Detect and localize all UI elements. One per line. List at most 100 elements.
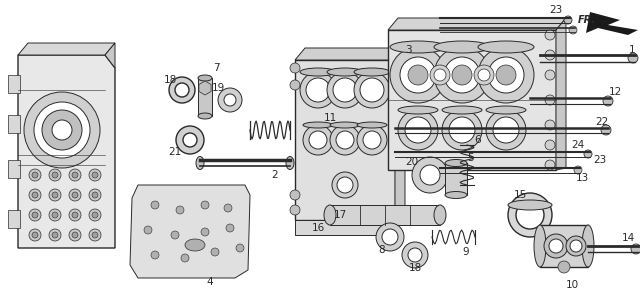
Circle shape bbox=[516, 201, 544, 229]
Circle shape bbox=[545, 30, 555, 40]
Circle shape bbox=[52, 212, 58, 218]
Text: 23: 23 bbox=[549, 5, 563, 15]
Circle shape bbox=[442, 110, 482, 150]
Circle shape bbox=[171, 231, 179, 239]
Circle shape bbox=[603, 96, 613, 106]
Text: 9: 9 bbox=[463, 247, 469, 257]
Circle shape bbox=[169, 77, 195, 103]
Circle shape bbox=[290, 80, 300, 90]
Circle shape bbox=[496, 65, 516, 85]
Circle shape bbox=[183, 133, 197, 147]
Text: 5: 5 bbox=[467, 153, 474, 163]
Circle shape bbox=[444, 57, 480, 93]
Text: 4: 4 bbox=[207, 277, 213, 287]
Circle shape bbox=[434, 47, 490, 103]
Circle shape bbox=[400, 57, 436, 93]
Bar bbox=[198, 78, 212, 116]
Circle shape bbox=[29, 209, 41, 221]
Circle shape bbox=[333, 78, 357, 102]
Circle shape bbox=[49, 169, 61, 181]
Circle shape bbox=[449, 117, 475, 143]
Circle shape bbox=[69, 229, 81, 241]
Circle shape bbox=[330, 125, 360, 155]
Circle shape bbox=[488, 57, 524, 93]
Ellipse shape bbox=[286, 157, 294, 170]
Circle shape bbox=[493, 117, 519, 143]
Bar bbox=[295, 220, 395, 235]
Circle shape bbox=[176, 126, 204, 154]
Circle shape bbox=[376, 223, 404, 251]
Polygon shape bbox=[105, 43, 115, 68]
Circle shape bbox=[474, 65, 494, 85]
Circle shape bbox=[360, 78, 384, 102]
Circle shape bbox=[408, 65, 428, 85]
Circle shape bbox=[303, 125, 333, 155]
Circle shape bbox=[309, 131, 327, 149]
Circle shape bbox=[398, 110, 438, 150]
Circle shape bbox=[218, 88, 242, 112]
Circle shape bbox=[452, 65, 472, 85]
Text: 20: 20 bbox=[405, 157, 419, 167]
Circle shape bbox=[69, 209, 81, 221]
Circle shape bbox=[49, 209, 61, 221]
Circle shape bbox=[92, 192, 98, 198]
Circle shape bbox=[52, 120, 72, 140]
Ellipse shape bbox=[486, 106, 526, 114]
Circle shape bbox=[545, 70, 555, 80]
Bar bbox=[330, 205, 440, 225]
Circle shape bbox=[92, 232, 98, 238]
Circle shape bbox=[570, 240, 582, 252]
Circle shape bbox=[290, 205, 300, 215]
Ellipse shape bbox=[327, 68, 363, 76]
Circle shape bbox=[545, 95, 555, 105]
Circle shape bbox=[412, 157, 448, 193]
Circle shape bbox=[24, 92, 100, 168]
Bar bbox=[540, 225, 588, 267]
Circle shape bbox=[508, 193, 552, 237]
Circle shape bbox=[32, 192, 38, 198]
Circle shape bbox=[363, 131, 381, 149]
Ellipse shape bbox=[478, 41, 534, 53]
Circle shape bbox=[32, 232, 38, 238]
Bar bbox=[8, 210, 20, 228]
Circle shape bbox=[175, 83, 189, 97]
Ellipse shape bbox=[508, 200, 552, 210]
Ellipse shape bbox=[198, 113, 212, 119]
Circle shape bbox=[574, 166, 582, 174]
Ellipse shape bbox=[357, 122, 387, 128]
Circle shape bbox=[29, 189, 41, 201]
Circle shape bbox=[601, 125, 611, 135]
Circle shape bbox=[69, 189, 81, 201]
Ellipse shape bbox=[442, 106, 482, 114]
Text: 8: 8 bbox=[379, 245, 385, 255]
Polygon shape bbox=[388, 18, 566, 30]
Circle shape bbox=[558, 261, 570, 273]
Ellipse shape bbox=[445, 160, 467, 166]
Circle shape bbox=[72, 232, 78, 238]
Ellipse shape bbox=[196, 157, 204, 170]
Circle shape bbox=[32, 172, 38, 178]
Circle shape bbox=[52, 192, 58, 198]
Text: 1: 1 bbox=[628, 45, 636, 55]
Circle shape bbox=[545, 120, 555, 130]
Circle shape bbox=[420, 165, 440, 185]
Circle shape bbox=[584, 150, 592, 158]
Circle shape bbox=[52, 232, 58, 238]
Polygon shape bbox=[130, 185, 250, 278]
Polygon shape bbox=[295, 48, 405, 60]
Circle shape bbox=[89, 209, 101, 221]
Text: 24: 24 bbox=[572, 140, 584, 150]
Ellipse shape bbox=[300, 68, 336, 76]
Text: 6: 6 bbox=[475, 135, 481, 145]
Circle shape bbox=[357, 125, 387, 155]
Polygon shape bbox=[18, 55, 115, 248]
Circle shape bbox=[89, 169, 101, 181]
Text: FR.: FR. bbox=[578, 15, 596, 25]
Ellipse shape bbox=[303, 122, 333, 128]
Circle shape bbox=[544, 234, 568, 258]
Circle shape bbox=[52, 172, 58, 178]
Circle shape bbox=[300, 72, 336, 108]
Circle shape bbox=[224, 204, 232, 212]
Circle shape bbox=[69, 169, 81, 181]
Circle shape bbox=[224, 94, 236, 106]
